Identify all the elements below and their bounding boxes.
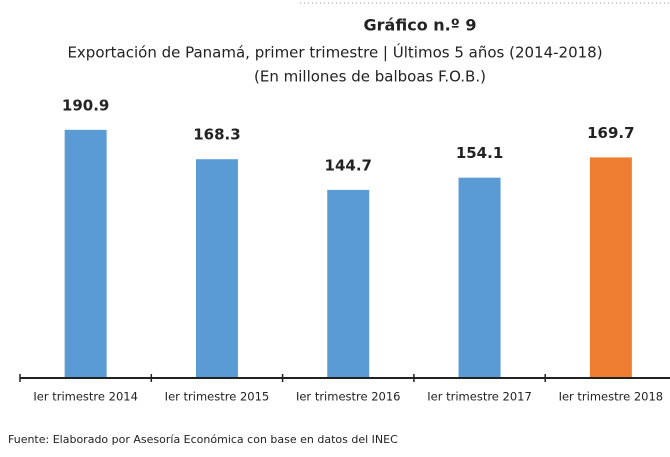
x-tick-label: Ier trimestre 2015 — [165, 390, 270, 404]
data-label: 190.9 — [62, 96, 109, 114]
bar — [64, 129, 107, 378]
data-label: 154.1 — [456, 144, 503, 162]
x-tick-label: Ier trimestre 2016 — [296, 390, 401, 404]
chart-title: Gráfico n.º 9 — [364, 16, 477, 35]
chart-subtitle: Exportación de Panamá, primer trimestre … — [67, 43, 602, 62]
data-label: 168.3 — [193, 126, 240, 144]
bar — [195, 159, 238, 378]
bar — [589, 157, 632, 378]
data-label: 169.7 — [587, 124, 634, 142]
data-label: 144.7 — [325, 156, 372, 174]
source-note: Fuente: Elaborado por Asesoría Económica… — [8, 433, 398, 446]
chart-subtitle: (En millones de balboas F.O.B.) — [254, 68, 486, 86]
x-tick-label: Ier trimestre 2018 — [559, 390, 664, 404]
x-tick-label: Ier trimestre 2014 — [33, 390, 138, 404]
bar — [327, 189, 370, 378]
x-tick-label: Ier trimestre 2017 — [427, 390, 532, 404]
bar — [458, 177, 501, 378]
